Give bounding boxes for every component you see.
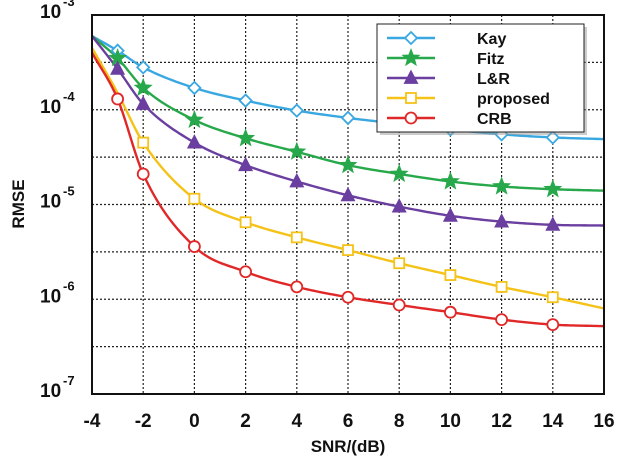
data-point [133,77,153,97]
data-point [184,109,204,129]
data-point [492,176,512,195]
data-point [239,265,253,279]
y-tick-labels: 10-710-610-510-410-3 [40,0,75,402]
y-tick-exponent: -4 [63,89,75,104]
data-point [443,305,457,319]
y-tick-label: 10-6 [40,278,75,307]
x-axis-label: SNR/(dB) [311,437,386,456]
y-tick-base: 10 [40,192,61,213]
data-point [290,231,303,244]
data-point [546,291,559,304]
legend-entry: L&R [387,69,510,88]
data-point [239,216,252,229]
data-point [494,213,510,228]
y-axis-label: RMSE [9,179,28,228]
data-point [444,269,457,281]
y-tick-exponent: -5 [63,184,75,199]
x-tick-label: 14 [542,411,564,432]
data-point [136,167,150,181]
y-tick-label: 10-4 [40,89,75,118]
data-point [543,179,563,198]
data-point [495,313,509,326]
legend-label: proposed [477,91,550,108]
legend: Kay Fitz L&R proposed CRB [376,23,587,135]
x-tick-label: 16 [593,411,614,432]
y-tick-exponent: -7 [63,373,75,388]
legend-marker [403,30,419,46]
legend-marker [405,92,417,104]
y-tick-exponent: -3 [63,0,75,9]
x-tick-label: 12 [491,411,512,432]
data-point [137,136,150,149]
data-point [289,173,305,188]
x-tick-label: 8 [394,411,405,432]
data-point [389,163,409,183]
legend-entry: Fitz [387,47,505,68]
y-tick-label: 10-5 [40,184,75,213]
data-point [342,244,354,257]
data-point [188,192,201,205]
data-point [111,92,124,106]
data-point [186,134,202,149]
y-tick-label: 10-3 [40,0,75,23]
data-point [440,171,460,190]
y-tick-base: 10 [40,97,61,118]
data-point [238,93,253,108]
legend-label: Kay [477,31,506,48]
data-point [289,103,305,118]
data-point [340,110,356,126]
data-point [393,257,406,270]
plot-frame [91,14,605,395]
x-tick-label: 4 [292,411,303,432]
x-tick-label: 10 [440,411,461,432]
data-point [442,207,458,222]
legend-entry: Kay [387,30,506,48]
x-tick-label: 6 [343,411,354,432]
data-point [392,298,406,312]
y-tick-exponent: -6 [63,278,75,293]
data-point [340,186,356,202]
data-point [287,141,307,160]
data-point [238,156,254,172]
data-point [290,280,304,294]
legend-label: Fitz [477,51,505,68]
legend-entry: CRB [387,111,512,128]
y-tick-base: 10 [40,286,61,307]
data-point [110,60,126,75]
legend-marker [404,111,418,125]
data-point [187,240,201,253]
y-tick-base: 10 [40,2,61,23]
data-point [236,128,256,147]
legend-marker [401,47,421,67]
data-point [545,216,561,231]
data-point [391,198,407,213]
data-point [546,318,560,332]
y-tick-label: 10-7 [40,373,75,402]
x-tick-label: -4 [84,411,101,432]
data-point [338,155,358,174]
data-point [135,60,151,75]
legend-label: L&R [477,71,510,88]
data-point [341,290,355,304]
x-tick-label: -2 [135,411,152,432]
x-tick-label: 2 [240,411,251,432]
x-tick-label: 0 [189,411,200,432]
data-point [187,80,202,96]
data-point [495,281,508,293]
data-point [135,95,151,110]
legend-marker [403,69,419,84]
x-tick-labels: -4 -2 0 2 4 6 8 10 12 14 16 [84,411,615,432]
legend-entry: proposed [387,91,550,108]
legend-label: CRB [477,111,512,128]
y-tick-base: 10 [40,381,61,402]
